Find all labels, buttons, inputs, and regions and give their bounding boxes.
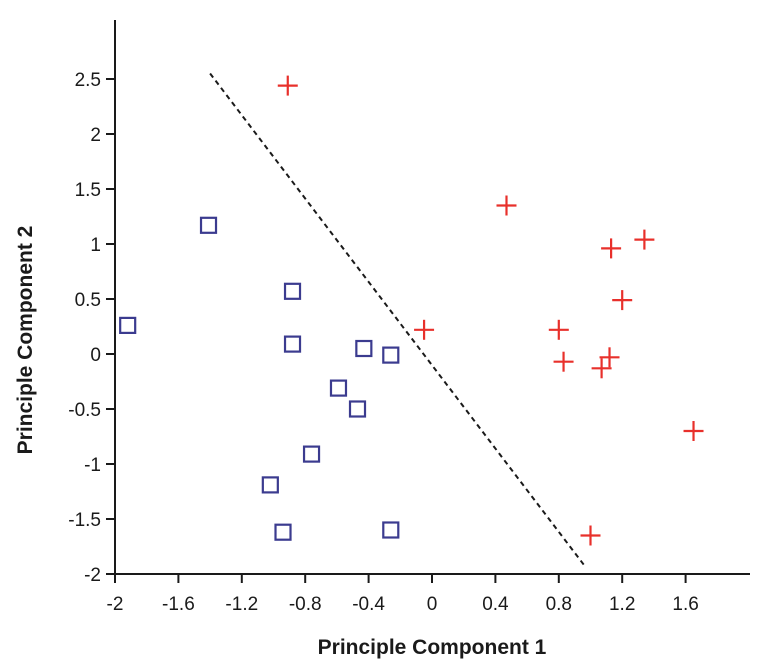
y-tick-label: 0.5 — [75, 290, 101, 311]
y-axis-title: Principle Component 2 — [14, 226, 37, 455]
x-tick-label: -2 — [107, 594, 124, 615]
data-point-plus — [580, 525, 601, 546]
y-tick-label: 2 — [90, 125, 101, 146]
x-tick-label: -0.8 — [289, 594, 322, 615]
data-point-square — [355, 339, 373, 358]
data-point-plus — [634, 229, 655, 250]
x-tick-label: -0.4 — [352, 594, 385, 615]
data-point-plus — [553, 351, 574, 372]
data-point-plus — [548, 319, 569, 340]
data-point-plus — [612, 290, 633, 311]
data-point-plus — [496, 195, 517, 216]
x-tick-label: 1.2 — [609, 594, 635, 615]
x-tick-label: 1.6 — [672, 594, 698, 615]
x-axis: -2 -1.6 -1.2 -0.8 -0.4 0 0.4 0.8 1.2 1.6 — [107, 573, 750, 615]
data-point-square — [199, 216, 218, 234]
series-square — [119, 216, 400, 541]
data-point-square — [283, 335, 302, 353]
y-axis: -2 -1.5 -1 -0.5 0 0.5 1 1.5 2 2.5 — [68, 20, 116, 586]
y-tick-label: -1 — [84, 455, 101, 476]
data-point-plus — [414, 319, 435, 340]
x-tick-label: 0 — [427, 594, 438, 615]
y-tick-label: 2.5 — [75, 70, 101, 91]
y-tick-label: -2 — [84, 565, 101, 586]
data-point-square — [382, 521, 400, 539]
y-tick-label: -1.5 — [68, 510, 101, 531]
data-point-plus — [599, 347, 620, 368]
data-point-square — [283, 282, 302, 300]
data-point-square — [302, 445, 321, 463]
y-tick-label: 0 — [90, 345, 101, 366]
data-point-square — [261, 476, 279, 494]
x-tick-label: 0.8 — [546, 594, 572, 615]
y-tick-label: -0.5 — [68, 400, 101, 421]
data-point-square — [382, 346, 400, 364]
x-axis-title: Principle Component 1 — [318, 636, 547, 659]
series-plus — [277, 75, 704, 546]
data-point-plus — [277, 75, 298, 96]
decision-boundary-line — [209, 72, 585, 566]
data-point-plus — [683, 421, 704, 441]
y-tick-label: 1.5 — [75, 180, 101, 201]
plot-area — [119, 72, 704, 566]
x-tick-label: 0.4 — [482, 594, 509, 615]
data-point-square — [348, 400, 367, 418]
y-tick-label: 1 — [90, 235, 101, 256]
data-point-square — [119, 316, 137, 334]
data-point-square — [274, 523, 292, 541]
data-point-plus — [591, 358, 612, 379]
data-point-square — [329, 379, 348, 397]
x-tick-label: -1.6 — [162, 594, 195, 615]
x-tick-label: -1.2 — [225, 594, 258, 615]
data-point-plus — [601, 238, 622, 259]
